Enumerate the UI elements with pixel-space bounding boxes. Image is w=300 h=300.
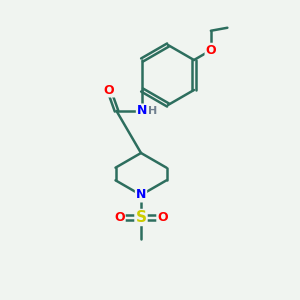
Text: H: H	[148, 106, 157, 116]
Text: O: O	[104, 83, 114, 97]
Text: N: N	[137, 104, 147, 118]
Text: S: S	[136, 210, 146, 225]
Text: N: N	[136, 188, 146, 202]
Text: O: O	[114, 211, 125, 224]
Text: O: O	[157, 211, 168, 224]
Text: O: O	[206, 44, 216, 57]
